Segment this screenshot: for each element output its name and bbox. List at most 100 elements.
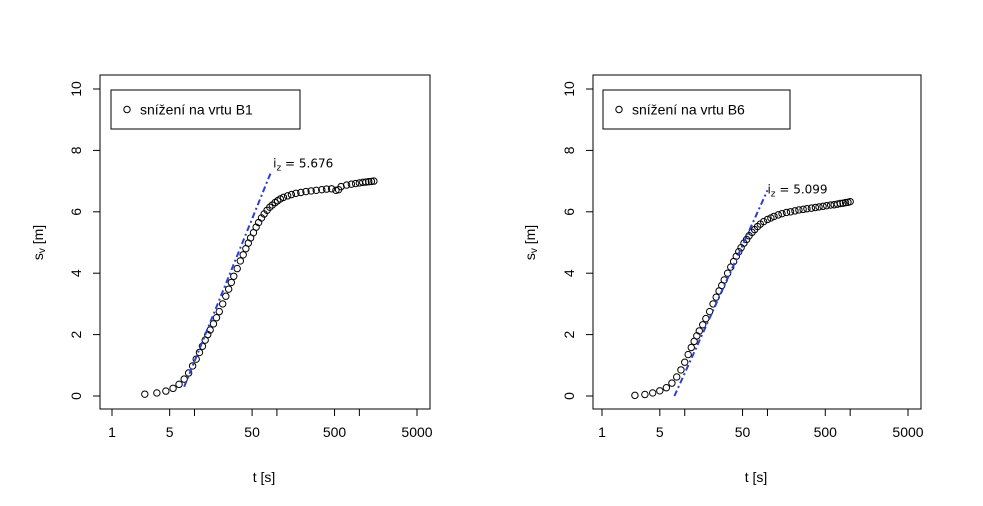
data-point (807, 204, 816, 212)
trend-line-segment (673, 189, 769, 397)
data-point (292, 189, 300, 198)
x-tick-label: 5000 (892, 424, 923, 440)
data-point (312, 186, 320, 195)
y-axis: 0 2 4 6 8 10 (561, 81, 593, 400)
data-point (322, 185, 331, 193)
data-point (759, 217, 768, 226)
plot-frame (99, 74, 431, 410)
data-point (337, 182, 345, 191)
data-point (222, 292, 230, 300)
data-point (365, 178, 373, 186)
data-point (307, 187, 315, 195)
y-tick-label: 0 (68, 392, 84, 400)
data-point (815, 203, 823, 211)
data-point (230, 272, 238, 280)
y-label-main: s (522, 253, 538, 260)
y-axis-label: sv [m] (30, 225, 48, 260)
data-point (841, 198, 850, 207)
legend-label: snížení na vrtu B6 (632, 102, 745, 118)
data-point (224, 285, 233, 293)
y-tick-label: 6 (68, 208, 84, 216)
data-point (662, 384, 671, 392)
legend: snížení na vrtu B1 (110, 89, 301, 130)
data-point (803, 205, 811, 213)
y-label-sub: v (37, 248, 48, 253)
legend-label: snížení na vrtu B1 (140, 102, 253, 118)
data-point (723, 269, 732, 277)
chart-panel-b1: 0 2 4 6 8 10 1 5 50 500 5000 sv [m] t [s] iz = 5.… (30, 74, 433, 485)
data-point (362, 178, 370, 186)
data-point (327, 185, 336, 193)
annotation-sub: z (771, 189, 776, 199)
data-point (184, 369, 193, 377)
y-tick-label: 4 (68, 269, 84, 277)
data-point (233, 264, 241, 273)
data-point (351, 179, 360, 188)
data-point (283, 192, 292, 200)
data-point (287, 190, 296, 199)
data-point (342, 181, 351, 189)
data-point (153, 389, 161, 397)
data-point (778, 209, 786, 218)
data-point (631, 391, 639, 400)
data-point (684, 350, 692, 359)
y-label-unit: [m] (30, 225, 46, 248)
x-axis-label: t [s] (253, 469, 276, 485)
x-tick-label: 1 (108, 424, 116, 440)
data-point (681, 358, 689, 366)
y-tick-label: 2 (68, 330, 84, 338)
data-point (318, 185, 326, 194)
data-point (763, 215, 772, 224)
trend-line (673, 189, 769, 397)
x-axis: 1 5 50 500 5000 (108, 409, 433, 440)
legend-box (110, 89, 301, 130)
data-point (668, 379, 676, 387)
data-point (833, 200, 842, 208)
data-point (795, 206, 803, 214)
legend-box (602, 89, 791, 130)
data-points (631, 197, 854, 400)
data-point (742, 235, 751, 244)
data-point (673, 373, 681, 381)
data-point (782, 208, 791, 217)
data-point (239, 251, 247, 259)
data-point (195, 348, 204, 357)
data-point (169, 384, 177, 393)
y-axis-label: sv [m] (522, 225, 540, 260)
x-axis-label: t [s] (745, 469, 768, 485)
data-point (227, 278, 236, 287)
y-tick-label: 0 (561, 392, 577, 400)
x-tick-label: 5 (656, 424, 664, 440)
y-tick-label: 4 (561, 269, 577, 277)
data-point (641, 390, 649, 399)
data-point (648, 389, 657, 397)
x-tick-label: 5000 (401, 424, 432, 440)
annotation-sub: z (276, 163, 281, 173)
chart-panel-b6: 0 2 4 6 8 10 1 5 50 500 5000 sv [m] t [s] iz = 5.… (522, 74, 924, 485)
annotation-main: i (273, 156, 276, 170)
data-point (212, 314, 221, 322)
data-point (656, 387, 664, 395)
data-point (699, 321, 707, 329)
legend-marker (615, 105, 623, 114)
data-point (141, 390, 149, 398)
data-point (822, 201, 831, 210)
data-point (162, 387, 170, 395)
data-point (347, 180, 356, 188)
x-tick-label: 5 (166, 424, 174, 440)
data-point (180, 375, 188, 383)
x-tick-label: 50 (735, 424, 751, 440)
x-axis: 1 5 50 500 5000 (598, 409, 924, 440)
data-point (279, 193, 288, 202)
annotation-main: i (767, 182, 770, 196)
y-tick-label: 2 (561, 330, 577, 338)
y-axis: 0 2 4 6 8 10 (68, 81, 100, 400)
data-point (687, 343, 695, 352)
data-point (175, 380, 183, 389)
data-points (141, 177, 378, 398)
y-label-sub: v (529, 248, 540, 253)
data-point (188, 362, 197, 370)
plot-frame (592, 74, 922, 410)
data-point (846, 197, 854, 206)
